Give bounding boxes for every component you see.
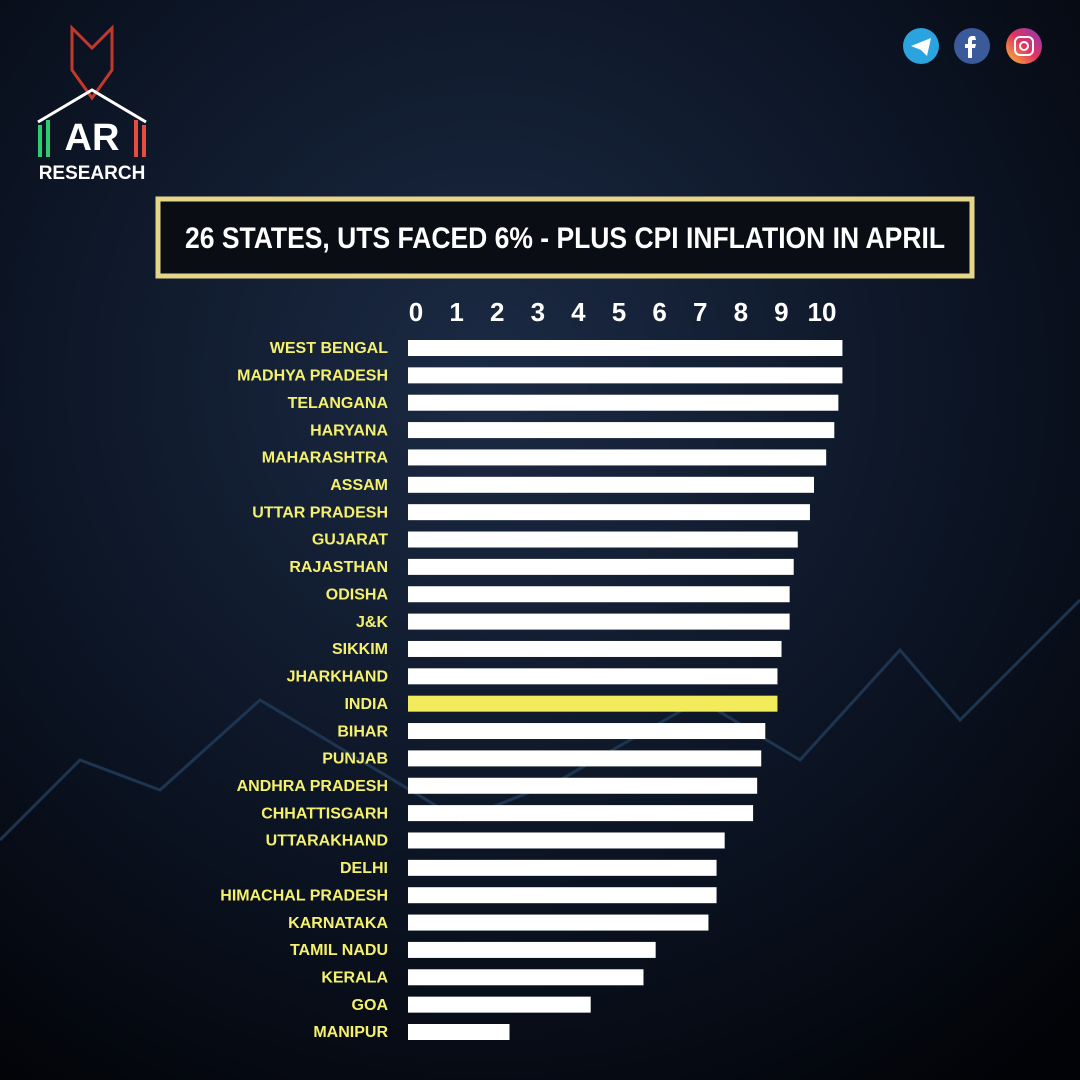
category-label: JHARKHAND xyxy=(287,669,388,686)
brand-tagline: RESEARCH xyxy=(39,163,146,184)
category-label: BIHAR xyxy=(337,723,388,740)
x-tick-label: 5 xyxy=(612,297,626,327)
category-label: CHHATTISGARH xyxy=(261,805,388,822)
category-label: ODISHA xyxy=(326,586,389,603)
bar xyxy=(408,340,843,356)
bar xyxy=(408,422,835,439)
category-label: TELANGANA xyxy=(288,395,389,412)
category-label: WEST BENGAL xyxy=(270,340,388,357)
chart-title: 26 STATES, UTS FACED 6% - PLUS CPI INFLA… xyxy=(185,222,945,255)
background-line xyxy=(0,598,1080,842)
category-label: J&K xyxy=(356,614,388,631)
bar xyxy=(408,586,790,603)
bar xyxy=(408,367,843,384)
title-box xyxy=(155,196,975,279)
category-label: MADHYA PRADESH xyxy=(237,368,388,385)
x-tick-label: 0 xyxy=(409,297,423,327)
bar xyxy=(408,558,794,575)
category-label: MAHARASHTRA xyxy=(262,450,389,467)
x-tick-label: 10 xyxy=(808,297,837,327)
bar xyxy=(408,750,762,767)
bar xyxy=(408,640,782,657)
category-label: KERALA xyxy=(321,969,388,986)
category-label: SIKKIM xyxy=(332,641,388,658)
category-label: HARYANA xyxy=(310,422,388,439)
category-label: TAMIL NADU xyxy=(290,942,388,959)
category-label: GUJARAT xyxy=(312,532,388,549)
bar xyxy=(408,969,644,986)
bar xyxy=(408,1024,510,1040)
bar xyxy=(408,668,778,685)
bar xyxy=(408,449,827,466)
category-label: UTTAR PRADESH xyxy=(252,504,388,521)
bar xyxy=(408,531,798,548)
x-tick-label: 3 xyxy=(531,297,545,327)
category-label: UTTARAKHAND xyxy=(266,833,388,850)
category-label: MANIPUR xyxy=(313,1024,388,1041)
bar xyxy=(408,859,717,876)
x-tick-label: 6 xyxy=(652,297,666,327)
category-label: GOA xyxy=(352,997,389,1014)
bar xyxy=(408,695,778,712)
bar xyxy=(408,941,656,958)
category-label: DELHI xyxy=(340,860,388,877)
bar xyxy=(408,723,766,740)
bar xyxy=(408,504,810,521)
category-label: RAJASTHAN xyxy=(289,559,388,576)
category-label: HIMACHAL PRADESH xyxy=(220,887,388,904)
x-tick-label: 1 xyxy=(449,297,463,327)
bar xyxy=(408,887,717,904)
logo: AR RESEARCH xyxy=(37,24,147,184)
bar xyxy=(408,832,725,849)
category-label: ASSAM xyxy=(330,477,388,494)
brand-name: AR xyxy=(65,117,120,159)
x-tick-label: 7 xyxy=(693,297,707,327)
bar xyxy=(408,613,790,630)
x-tick-label: 8 xyxy=(734,297,748,327)
category-label: ANDHRA PRADESH xyxy=(237,778,388,795)
bar xyxy=(408,777,758,794)
bar xyxy=(408,914,709,931)
x-tick-label: 9 xyxy=(774,297,788,327)
bar xyxy=(408,805,754,822)
instagram-icon[interactable] xyxy=(1006,28,1042,64)
category-label: KARNATAKA xyxy=(288,915,388,932)
x-tick-label: 2 xyxy=(490,297,504,327)
bar xyxy=(408,996,591,1013)
x-tick-label: 4 xyxy=(571,297,586,327)
bar xyxy=(408,476,814,493)
social-icons xyxy=(903,28,1042,64)
category-label: INDIA xyxy=(344,696,388,713)
category-label: PUNJAB xyxy=(322,751,388,768)
bar xyxy=(408,394,839,411)
